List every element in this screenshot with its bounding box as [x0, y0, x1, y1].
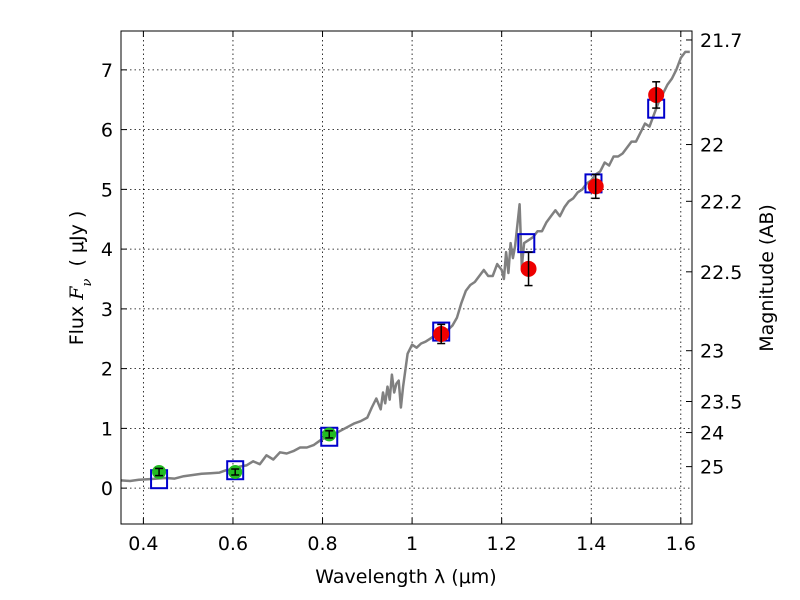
y-tick-label: 6: [101, 120, 113, 142]
y-tick-label: 7: [101, 60, 113, 82]
x-tick-label: 1.4: [576, 533, 606, 555]
x-tick-label: 1: [406, 533, 418, 555]
right-tick-label: 24: [700, 423, 724, 445]
marker-layer: [150, 81, 666, 490]
y-tick-label: 4: [101, 239, 113, 261]
y-tick-label: 0: [101, 478, 113, 500]
right-tick-label: 22.5: [700, 262, 742, 284]
right-tick-label: 22.2: [700, 191, 742, 213]
ticks: 0.4 0.6 0.8 1 1.2 1.4 1.60123456721.72222.222.…: [101, 30, 742, 555]
right-tick-label: 21.7: [700, 30, 742, 52]
right-tick-label: 23: [700, 341, 724, 363]
y-tick-label: 3: [101, 299, 113, 321]
y-tick-label: 2: [101, 359, 113, 381]
x-tick-label: 1.6: [666, 533, 696, 555]
right-tick-label: 23.5: [700, 391, 742, 413]
right-axis-title: Magnitude (AB): [756, 204, 778, 352]
x-axis-title: Wavelength λ (μm): [315, 566, 496, 588]
spectrum-line: [120, 50, 690, 483]
spectrum-layer: [120, 50, 690, 483]
x-tick-label: 1.2: [487, 533, 517, 555]
y-tick-label: 1: [101, 418, 113, 440]
x-tick-label: 0.4: [128, 533, 158, 555]
y-axis-title: Flux Fν ( μJy ): [66, 211, 95, 346]
plot-frame: [120, 30, 693, 525]
model-photometry-box: [226, 460, 245, 481]
grid: [121, 31, 692, 524]
y-tick-label: 5: [101, 179, 113, 201]
x-tick-label: 0.6: [218, 533, 248, 555]
right-tick-label: 25: [700, 457, 724, 479]
right-tick-label: 22: [700, 135, 724, 157]
x-tick-label: 0.8: [307, 533, 337, 555]
